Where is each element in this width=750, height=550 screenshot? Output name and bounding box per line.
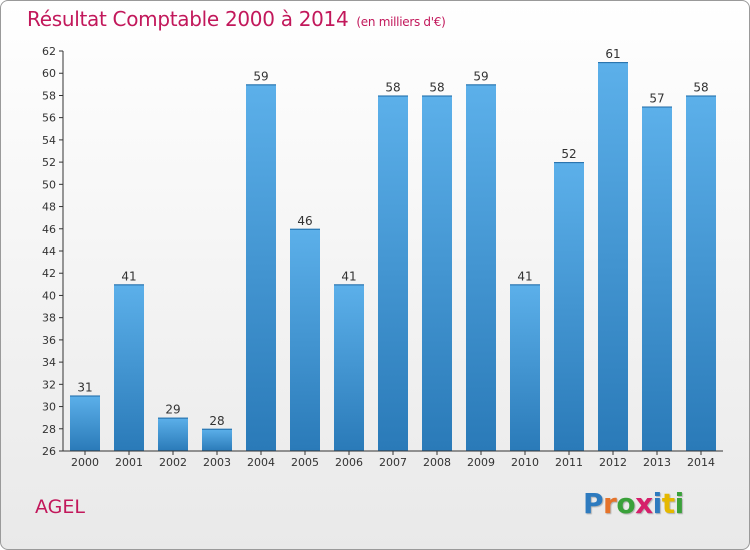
y-tick-label: 32 xyxy=(42,378,56,391)
x-tick-label: 2011 xyxy=(555,456,583,469)
data-label: 41 xyxy=(341,269,356,283)
x-tick-label: 2004 xyxy=(247,456,275,469)
x-tick-label: 2000 xyxy=(71,456,99,469)
y-tick-label: 48 xyxy=(42,201,56,214)
bars: 31 41 29 28 59 46 41 58 58 59 41 52 61 57 58 xyxy=(70,47,716,452)
logo-letter: i xyxy=(674,487,685,520)
x-tick-label: 2014 xyxy=(687,456,715,469)
bar xyxy=(598,62,628,451)
data-label: 58 xyxy=(429,80,444,94)
chart-title-text: Résultat Comptable 2000 à 2014 xyxy=(27,7,349,31)
y-tick-label: 30 xyxy=(42,401,56,414)
logo-letter: i xyxy=(652,487,663,520)
logo-letter: r xyxy=(603,487,617,520)
bar xyxy=(466,84,496,451)
data-label: 58 xyxy=(693,80,708,94)
bar xyxy=(246,84,276,451)
bar xyxy=(554,162,584,451)
y-tick-label: 56 xyxy=(42,112,56,125)
bar xyxy=(114,284,144,451)
data-label: 59 xyxy=(253,69,268,83)
x-tick-label: 2006 xyxy=(335,456,363,469)
y-tick-label: 62 xyxy=(42,45,56,58)
bar xyxy=(378,95,408,451)
bar xyxy=(422,95,452,451)
y-tick-label: 40 xyxy=(42,289,56,302)
x-tick-label: 2013 xyxy=(643,456,671,469)
y-tick-label: 60 xyxy=(42,67,56,80)
data-label: 41 xyxy=(517,269,532,283)
logo-letter: P xyxy=(583,487,604,520)
y-axis: 26 28 30 32 34 36 38 40 42 44 46 48 50 52 54 56 58 60 62 xyxy=(42,45,64,458)
x-tick-label: 2009 xyxy=(467,456,495,469)
data-label: 29 xyxy=(165,403,180,417)
y-tick-label: 54 xyxy=(42,134,56,147)
data-label: 58 xyxy=(385,80,400,94)
y-tick-label: 52 xyxy=(42,156,56,169)
x-axis: 2000 2001 2002 2003 2004 2005 2006 2007 2008 2009… xyxy=(63,450,723,469)
data-label: 28 xyxy=(209,414,224,428)
y-tick-label: 46 xyxy=(42,223,56,236)
bar xyxy=(334,284,364,451)
y-tick-label: 34 xyxy=(42,356,56,369)
x-tick-label: 2010 xyxy=(511,456,539,469)
data-label: 31 xyxy=(77,380,92,394)
y-tick-label: 28 xyxy=(42,423,56,436)
bar xyxy=(642,106,672,452)
x-tick-label: 2001 xyxy=(115,456,143,469)
logo-letter: t xyxy=(661,487,675,520)
chart-title: Résultat Comptable 2000 à 2014 (en millie… xyxy=(27,7,446,31)
bar xyxy=(202,428,232,451)
data-label: 61 xyxy=(605,47,620,61)
data-label: 59 xyxy=(473,69,488,83)
y-tick-label: 36 xyxy=(42,334,56,347)
x-tick-label: 2003 xyxy=(203,456,231,469)
bar xyxy=(510,284,540,451)
bar xyxy=(290,228,320,451)
y-tick-label: 44 xyxy=(42,245,56,258)
y-tick-label: 50 xyxy=(42,178,56,191)
y-tick-label: 26 xyxy=(42,445,56,458)
commune-name: AGEL xyxy=(35,496,85,518)
x-tick-label: 2012 xyxy=(599,456,627,469)
x-tick-label: 2008 xyxy=(423,456,451,469)
y-tick-label: 58 xyxy=(42,89,56,102)
x-tick-label: 2007 xyxy=(379,456,407,469)
y-tick-label: 38 xyxy=(42,312,56,325)
proxiti-logo: Proxiti xyxy=(583,487,684,520)
data-label: 46 xyxy=(297,214,312,228)
x-tick-label: 2005 xyxy=(291,456,319,469)
bar xyxy=(70,395,100,451)
data-label: 57 xyxy=(649,92,664,106)
logo-letter: o xyxy=(616,487,636,520)
bar xyxy=(158,417,188,451)
x-tick-label: 2002 xyxy=(159,456,187,469)
chart-unit: (en milliers d'€) xyxy=(356,15,446,29)
y-tick-label: 42 xyxy=(42,267,56,280)
logo-letter: x xyxy=(635,487,653,520)
data-label: 41 xyxy=(121,269,136,283)
data-label: 52 xyxy=(561,147,576,161)
bar xyxy=(686,95,716,451)
